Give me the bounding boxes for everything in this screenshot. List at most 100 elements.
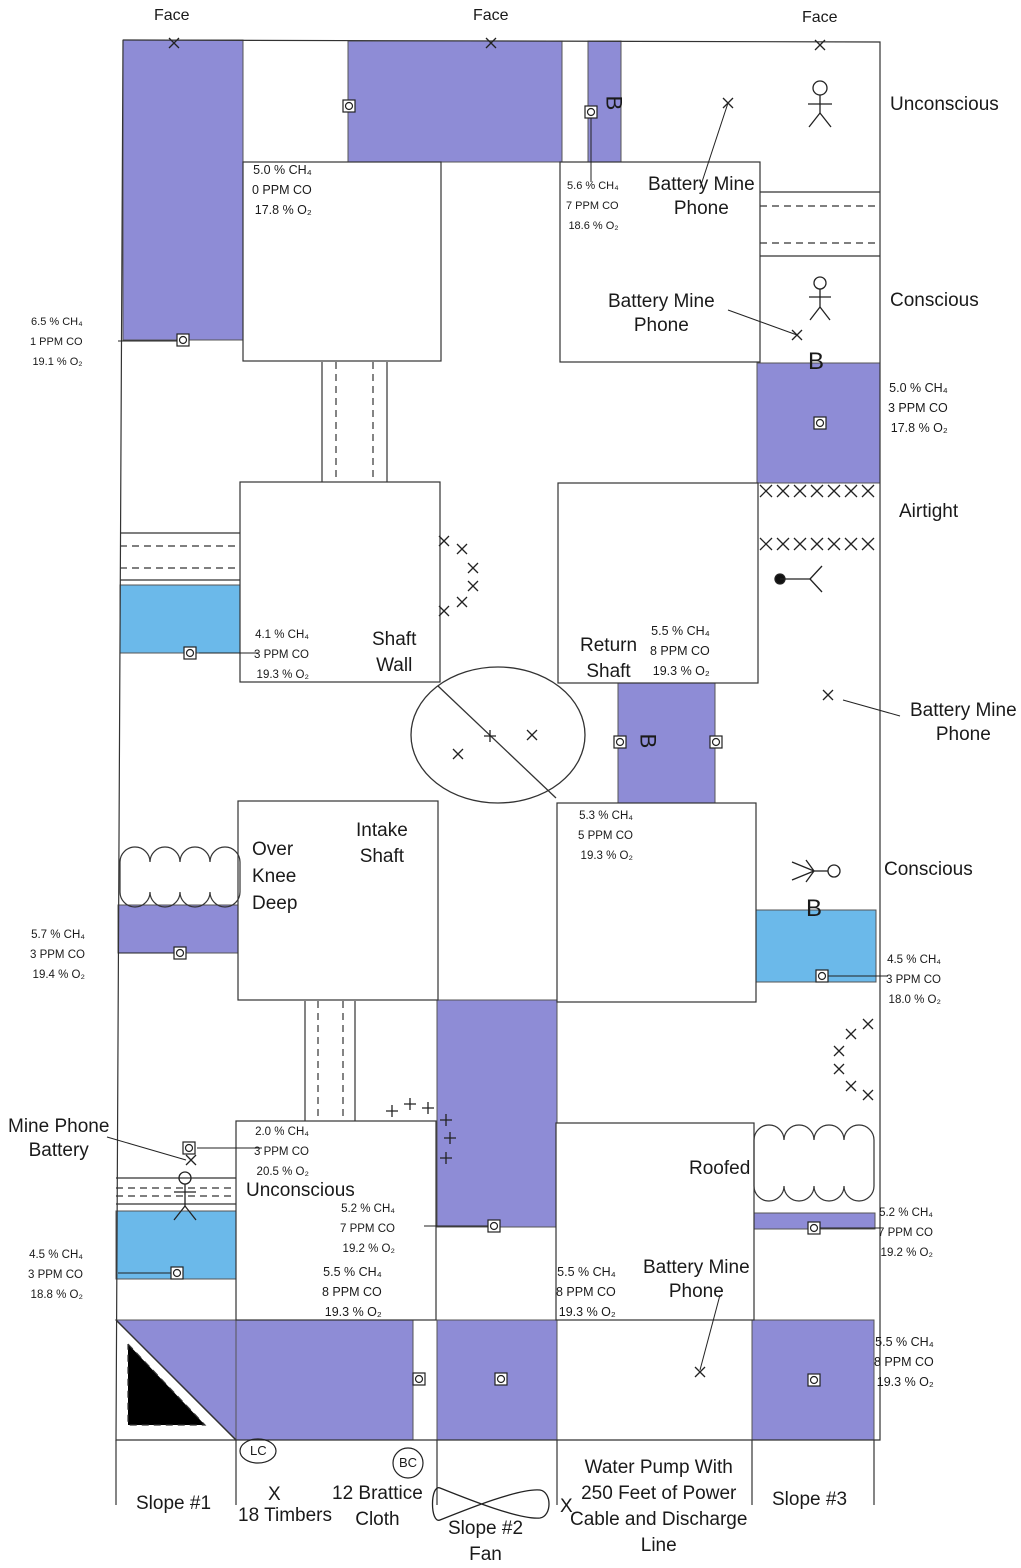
cross-mark (776, 537, 790, 551)
cross-mark (759, 484, 773, 498)
sampling-point-icon (342, 99, 356, 113)
person-icon (173, 1171, 197, 1221)
mine-outline (115, 39, 881, 1505)
sampling-point-icon (584, 105, 598, 119)
sampling-point-icon (176, 333, 190, 347)
cross-mark (845, 1080, 857, 1092)
status-unconscious: Unconscious (890, 94, 999, 115)
sampling-point-icon (813, 416, 827, 430)
persons (173, 80, 841, 1221)
cross-mark (526, 729, 538, 741)
crosscut-x-icon (168, 37, 875, 1378)
shaded-entry (347, 40, 563, 163)
barricade-B-icon: B (601, 95, 627, 111)
timbers-x-icon: X (268, 1484, 281, 1505)
face-label: Face (802, 9, 838, 26)
over-knee-deep-label: Over Knee Deep (252, 839, 298, 914)
cross-mark (833, 1063, 845, 1075)
face-label: Face (154, 7, 190, 24)
plus-mark (444, 1132, 456, 1144)
sampling-point-icon (807, 1373, 821, 1387)
pillar (242, 161, 442, 362)
sampling-point-icon (613, 735, 627, 749)
shaded-entry (117, 904, 239, 954)
gas-reading: 4.1 % CH₄ 3 PPM CO 19.3 % O₂ (254, 629, 309, 681)
cross-mark (833, 1045, 845, 1057)
plus-mark (484, 730, 496, 742)
plus-mark (440, 1152, 452, 1164)
lc-label: LC (250, 1443, 267, 1458)
sampling-points (170, 99, 829, 1387)
pillar-blocks (235, 161, 761, 1321)
plus-mark (386, 1105, 398, 1117)
gas-reading: 5.6 % CH₄ 7 PPM CO 18.6 % O₂ (566, 180, 619, 232)
sampling-point-icon (183, 646, 197, 660)
gas-reading: 6.5 % CH₄ 1 PPM CO 19.1 % O₂ (30, 316, 83, 368)
gas-reading: 4.5 % CH₄ 3 PPM CO 18.0 % O₂ (886, 954, 941, 1006)
person-icon (809, 276, 831, 321)
shaft-wall-label: Shaft Wall (372, 629, 417, 676)
circle-markers (239, 1438, 424, 1479)
pillar (237, 800, 439, 1001)
pillar (556, 802, 757, 1003)
person-lying-icon (791, 859, 841, 883)
person-lying-icon (774, 565, 823, 593)
cross-mark (844, 484, 858, 498)
status-unconscious: Unconscious (246, 1180, 355, 1201)
overcast-lines (116, 191, 880, 1205)
plus-mark (404, 1098, 416, 1110)
gas-reading: 5.7 % CH₄ 3 PPM CO 19.4 % O₂ (30, 929, 85, 981)
sampling-point-icon (815, 969, 829, 983)
status-roofed: Roofed (689, 1158, 751, 1179)
cross-mark (438, 605, 450, 617)
cross-mark (456, 543, 468, 555)
cross-mark (485, 37, 497, 49)
cross-mark (185, 1154, 197, 1166)
status-conscious: Conscious (890, 290, 979, 311)
fan-icon (431, 1487, 550, 1521)
person-icon (808, 80, 832, 128)
barricade-B-icon: B (635, 733, 661, 749)
gas-reading: 2.0 % CH₄ 3 PPM CO 20.5 % O₂ (254, 1126, 309, 1178)
shaded-entry (436, 999, 558, 1228)
slope-2-label: Slope #2 Fan (448, 1518, 524, 1565)
cross-mark (827, 537, 841, 551)
status-airtight: Airtight (899, 501, 959, 522)
gas-reading: 5.5 % CH₄ 8 PPM CO 19.3 % O₂ (650, 624, 710, 678)
cross-mark (467, 562, 479, 574)
barricade-B-icon: B (806, 895, 823, 922)
dashed-lines (116, 205, 880, 1426)
sampling-point-icon (709, 735, 723, 749)
sampling-point-icon (182, 1141, 196, 1155)
cross-mark (168, 37, 180, 49)
cross-mark (862, 1089, 874, 1101)
cross-mark (467, 580, 479, 592)
cross-mark (844, 537, 858, 551)
status-conscious: Conscious (884, 859, 973, 880)
cross-mark (822, 689, 834, 701)
gas-reading: 5.5 % CH₄ 8 PPM CO 19.3 % O₂ (874, 1335, 934, 1389)
cross-mark (438, 535, 450, 547)
plus-mark (422, 1102, 434, 1114)
cross-mark (845, 1028, 857, 1040)
water-area (119, 584, 241, 654)
barricade-B-icon: B (808, 348, 825, 375)
sampling-point-icon (412, 1372, 426, 1386)
shaded-entry (617, 682, 716, 804)
water-pump-label: Water Pump With 250 Feet of Power Cable a… (570, 1457, 748, 1556)
cross-mark (861, 537, 875, 551)
sampling-point-icon (487, 1219, 501, 1233)
gas-reading: 5.3 % CH₄ 5 PPM CO 19.3 % O₂ (578, 810, 633, 862)
cross-mark (862, 1018, 874, 1030)
pillar (235, 1120, 437, 1321)
intake-shaft-label: Intake Shaft (356, 820, 408, 867)
pillar (555, 1122, 755, 1321)
cross-mark (793, 484, 807, 498)
slope-3-label: Slope #3 (772, 1489, 848, 1510)
pointer-lines (106, 102, 901, 1371)
cross-mark (827, 484, 841, 498)
cross-mark (759, 537, 773, 551)
gas-reading: 5.0 % CH₄ 0 PPM CO 17.8 % O₂ (252, 163, 312, 217)
mine-phone-label: Battery Mine Phone (910, 700, 1017, 745)
